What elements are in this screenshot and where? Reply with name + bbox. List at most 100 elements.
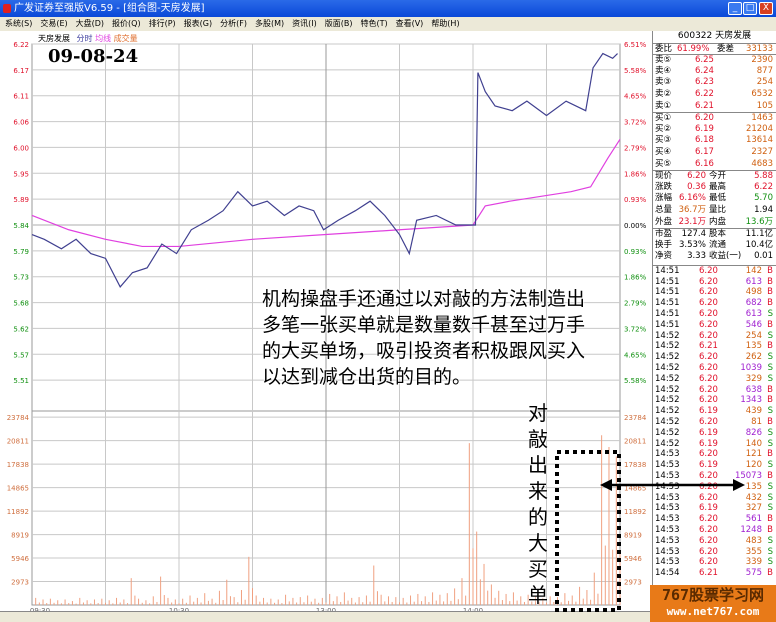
trade-side: S: [767, 535, 773, 546]
bid-row-cell: 买③: [655, 135, 672, 146]
trade-price: 6.20: [699, 330, 718, 341]
menu-item[interactable]: 特色(T): [360, 19, 388, 28]
trade-price: 6.20: [699, 557, 718, 568]
price-tick-label: 6.11: [13, 93, 29, 101]
trade-price: 6.19: [699, 503, 718, 514]
volume-tick-label: 2973: [11, 579, 29, 587]
stat-row-cell: 13.6万: [745, 216, 773, 227]
ask-row: 卖⑤ 6.25 2390: [653, 54, 776, 66]
maximize-button[interactable]: □: [743, 2, 757, 15]
trade-volume: 254: [745, 330, 762, 341]
trade-row: 14:53 6.20 355 S: [653, 547, 776, 558]
menu-item[interactable]: 报表(G): [183, 19, 213, 28]
trade-volume: 826: [745, 427, 762, 438]
trade-volume: 432: [745, 492, 762, 503]
price-tick-label: 5.95: [13, 170, 29, 178]
trade-time: 14:53: [655, 492, 680, 503]
trade-volume: 327: [745, 503, 762, 514]
trade-volume: 339: [745, 557, 762, 568]
trade-side: B: [767, 287, 773, 298]
stat2-row-cell: 流通: [709, 239, 727, 250]
menu-item[interactable]: 排行(P): [148, 19, 176, 28]
menu-item[interactable]: 多股(M): [254, 19, 285, 28]
trade-side: B: [767, 341, 773, 352]
legend-volume[interactable]: 成交量: [113, 34, 138, 43]
menu-item[interactable]: 资讯(I): [292, 19, 317, 28]
menu-item[interactable]: 分析(F): [220, 19, 247, 28]
pct-tick-label: 1.86%: [624, 170, 647, 178]
trade-row: 14:52 6.20 638 B: [653, 385, 776, 396]
menu-item[interactable]: 报价(Q): [112, 19, 141, 28]
volume-tick-label: 5946: [11, 555, 29, 563]
trade-row: 14:53 6.20 135 S: [653, 482, 776, 493]
trade-volume: 546: [745, 319, 762, 330]
price-tick-label: 6.17: [13, 67, 29, 75]
pct-tick-label: 2.79%: [624, 300, 647, 308]
pct-tick-label: 0.00%: [624, 222, 647, 230]
trade-time: 14:54: [655, 568, 680, 579]
volume-tick-label: 11892: [7, 508, 29, 516]
volume-tick-label: 8919: [11, 532, 29, 540]
stat-row: 涨跌 0.36 最高 6.22: [653, 182, 776, 194]
trade-row: 14:53 6.20 121 B: [653, 449, 776, 460]
trade-row: 14:52 6.21 135 B: [653, 341, 776, 352]
close-button[interactable]: X: [759, 2, 773, 15]
minimize-button[interactable]: _: [728, 2, 742, 15]
trade-volume: 142: [745, 265, 762, 276]
trade-price: 6.21: [699, 341, 718, 352]
menu-item[interactable]: 查看(V): [395, 19, 424, 28]
trade-side: B: [767, 514, 773, 525]
trade-time: 14:52: [655, 395, 680, 406]
pct-tick-label: 4.65%: [624, 351, 647, 359]
stat2-row: 换手 3.53% 流通 10.4亿: [653, 240, 776, 252]
trade-side: B: [767, 319, 773, 330]
trade-row: 14:51 6.20 613 S: [653, 309, 776, 320]
volume-tick-label-right: 2973: [624, 579, 642, 587]
legend-fenshi[interactable]: 分时: [76, 34, 93, 43]
trade-row: 14:53 6.20 15073 B: [653, 471, 776, 482]
trade-side: B: [767, 417, 773, 428]
trade-volume: 329: [745, 373, 762, 384]
menu-bar: 系统(S) 交易(E) 大盘(D) 报价(Q) 排行(P) 报表(G) 分析(F) 多股(M)…: [0, 17, 776, 31]
title-bar: 广发证券至强版V6.59 - [组合图-天房发展] _ □ X: [0, 0, 776, 17]
bid-row-cell: 买④: [655, 146, 672, 157]
menu-item[interactable]: 交易(E): [40, 19, 68, 28]
trade-volume: 135: [745, 341, 762, 352]
volume-tick-label-right: 8919: [624, 532, 642, 540]
menu-item[interactable]: 版面(B): [324, 19, 353, 28]
menu-item[interactable]: 帮助(H): [431, 19, 460, 28]
legend-avg[interactable]: 均线: [95, 34, 112, 43]
volume-tick-label-right: 14865: [624, 485, 646, 493]
arrow-right-head-icon: [733, 479, 745, 491]
watermark: 767股票学习网 www.net767.com: [650, 585, 776, 622]
trade-time: 14:53: [655, 481, 680, 492]
stat-row-cell: 现价: [655, 171, 673, 182]
menu-item[interactable]: 大盘(D): [75, 19, 105, 28]
intraday-chart[interactable]: 6.22 6.51% 6.17 5.58% 6.11 4.65% 6.06 3.72% 6.00…: [0, 31, 652, 615]
ask-row-cell: 105: [756, 100, 773, 111]
ask-row-cell: 6.23: [695, 77, 714, 88]
annotation-text: 机构操盘手还通过以对敲的方法制造出多笔一张买单就是数量数千甚至过万手的大买单场，…: [262, 288, 586, 388]
trade-time: 14:53: [655, 525, 680, 535]
trade-side: B: [767, 471, 773, 482]
stat2-row-cell: 净资: [655, 251, 673, 262]
trade-volume: 613: [745, 309, 762, 320]
ask-row-cell: 2390: [751, 55, 773, 66]
pct-tick-label: 1.86%: [624, 274, 647, 282]
menu-item[interactable]: 系统(S): [5, 19, 33, 28]
stat-row: 外盘 23.1万 内盘 13.6万: [653, 217, 776, 229]
trade-time: 14:52: [655, 406, 680, 417]
trade-price: 6.20: [699, 309, 718, 320]
quote-panel: 600322 天房发展 委比 61.99% 委差 33133 卖⑤ 6.25 2390 卖④ 6.…: [652, 31, 776, 611]
trade-side: S: [767, 460, 773, 471]
trade-time: 14:53: [655, 503, 680, 514]
stat2-row-cell: 3.33: [687, 251, 706, 262]
trade-price: 6.19: [699, 438, 718, 449]
stat2-row-cell: 11.1亿: [745, 229, 773, 240]
trade-row: 14:53 6.19 120 S: [653, 460, 776, 471]
ask-row: 卖① 6.21 105: [653, 101, 776, 113]
bid-row-cell: 买①: [655, 113, 672, 124]
trade-side: S: [767, 546, 773, 557]
ask-row-cell: 877: [756, 65, 773, 76]
